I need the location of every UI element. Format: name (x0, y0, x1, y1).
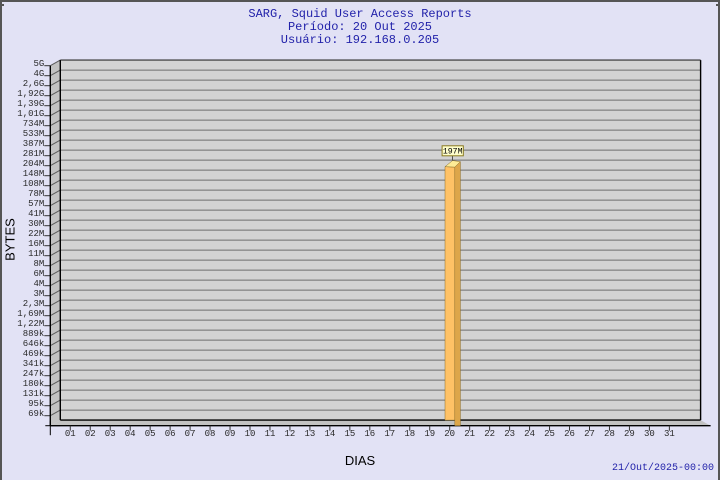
svg-text:197M: 197M (443, 148, 463, 157)
